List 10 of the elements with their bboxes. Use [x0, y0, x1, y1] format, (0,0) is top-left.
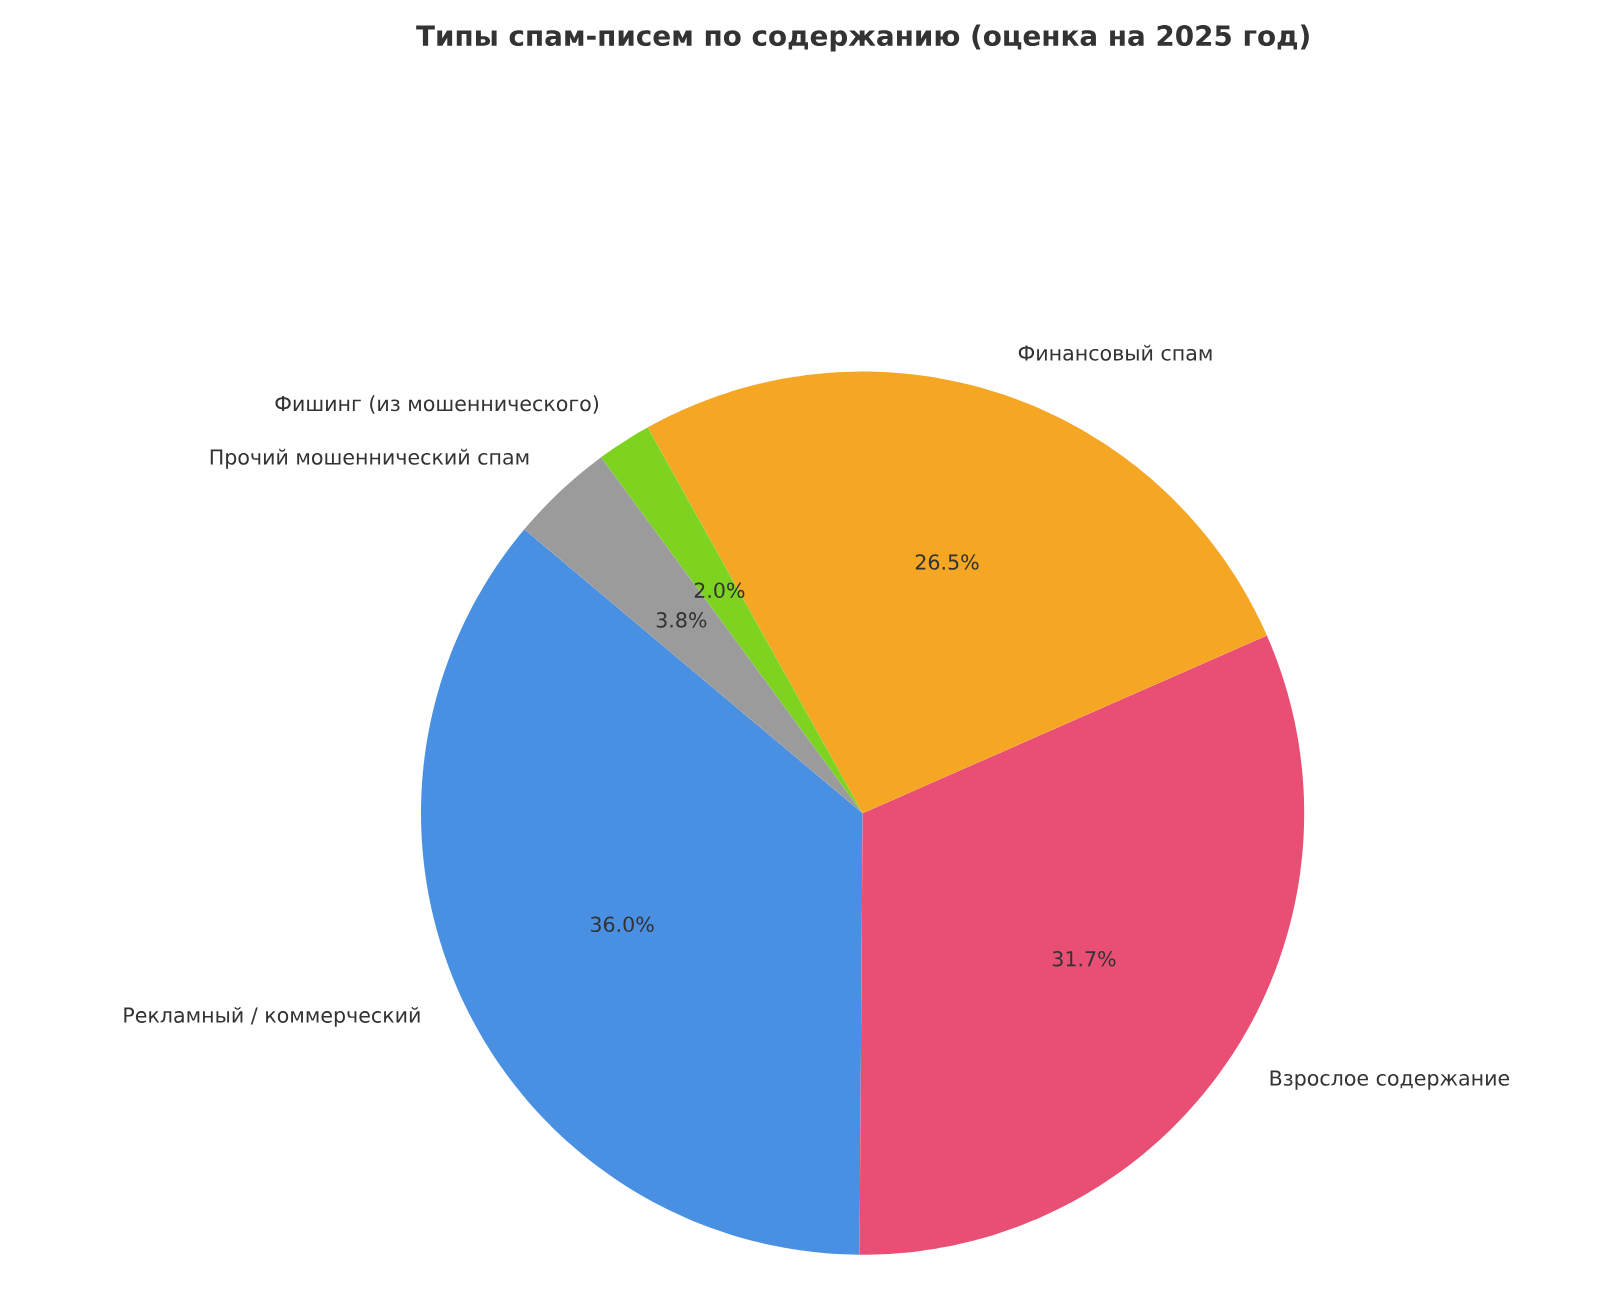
chart-title: Типы спам-писем по содержанию (оценка на 2025 год): [416, 24, 1309, 52]
data-label: 26.5%: [915, 554, 979, 570]
data-label: 31.7%: [1052, 951, 1116, 967]
data-label: 36.0%: [590, 916, 654, 933]
data-label: 3.8%: [656, 612, 707, 628]
slice-label: Взрослое содержание: [1270, 1070, 1510, 1090]
slice-label: Фишинг (из мошеннического): [275, 395, 599, 414]
slice-label: Финансовый спам: [1018, 344, 1212, 361]
slice-label: Рекламный / коммерческий: [124, 1007, 420, 1027]
slice-label: Прочий мошеннический спам: [210, 448, 529, 469]
